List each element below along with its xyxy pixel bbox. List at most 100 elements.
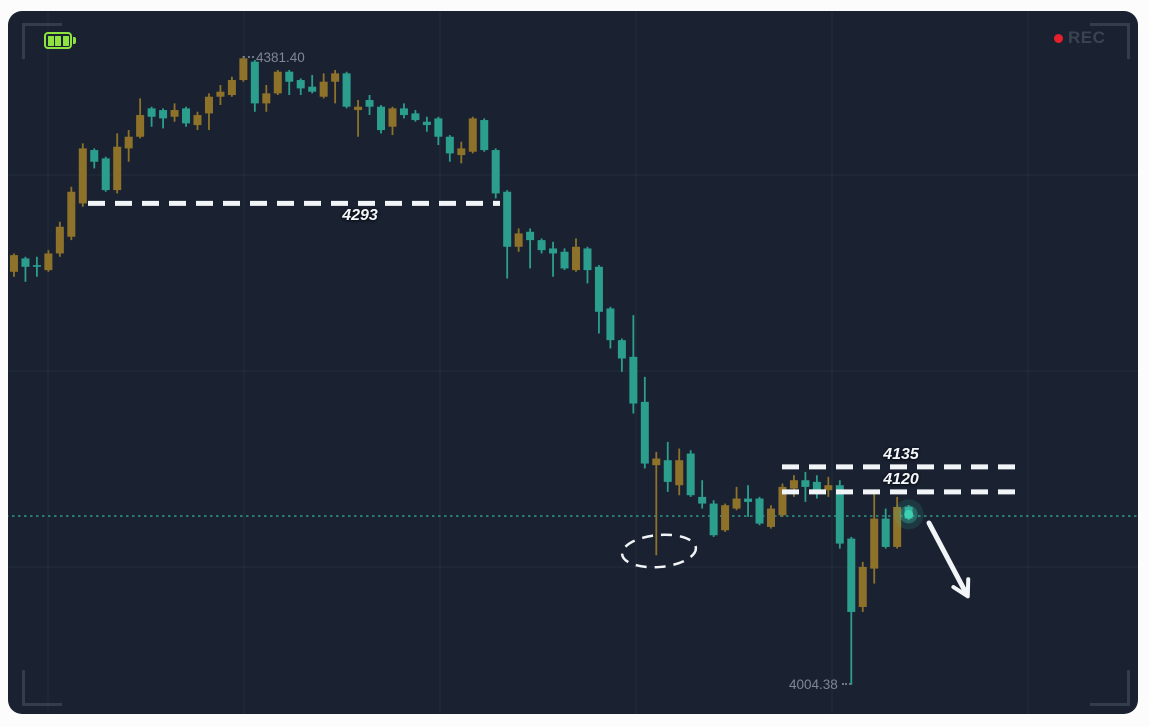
viewfinder-bracket-bottom-left xyxy=(22,670,62,706)
chart-scene: REC 4293 4135 4120 4381.40 4004.38 xyxy=(8,11,1138,714)
last-price-glow-dot xyxy=(893,499,924,530)
candle-body xyxy=(847,538,856,612)
candle-body xyxy=(572,246,580,271)
candle-body xyxy=(629,356,638,404)
down-arrow xyxy=(926,520,971,599)
level-lines-group xyxy=(88,200,1022,495)
candle-body xyxy=(159,110,168,119)
candle-body xyxy=(824,485,833,491)
highlight-ellipse xyxy=(620,533,698,569)
candle-body xyxy=(365,100,374,107)
rec-label: REC xyxy=(1068,28,1106,47)
candle-body xyxy=(90,150,99,162)
candle-body xyxy=(21,258,30,267)
candle-body xyxy=(44,253,53,271)
candle-body xyxy=(881,518,890,547)
candle-body xyxy=(296,80,305,89)
candle-body xyxy=(766,508,775,527)
candle-body xyxy=(388,108,397,127)
annotation-shapes xyxy=(620,520,971,599)
candle-body xyxy=(514,233,523,247)
candle-body xyxy=(331,73,340,82)
candle-body xyxy=(732,498,741,509)
candle-body xyxy=(182,108,191,124)
candle-body xyxy=(227,80,236,96)
candle-body xyxy=(744,498,753,502)
candle-body xyxy=(342,73,351,107)
candle-body xyxy=(147,108,156,117)
candle-body xyxy=(273,71,282,94)
candle-body xyxy=(434,118,443,137)
low-price-label: 4004.38 xyxy=(789,677,838,692)
candle-body xyxy=(308,86,317,92)
candle-body xyxy=(67,191,76,237)
candle-body xyxy=(239,58,248,81)
candle-body xyxy=(663,460,672,482)
candle-body xyxy=(583,248,592,271)
price-level-label: 4293 xyxy=(342,207,378,225)
candle-body xyxy=(113,146,122,191)
candle-body xyxy=(640,401,649,464)
candle-body xyxy=(377,106,386,131)
candle-body xyxy=(101,158,110,191)
candle-body xyxy=(399,108,408,116)
candle-body xyxy=(32,265,41,267)
battery-bar xyxy=(47,35,54,46)
battery-icon xyxy=(44,32,76,49)
candle-body xyxy=(422,121,431,126)
candle-body xyxy=(537,240,546,251)
high-price-label: 4381.40 xyxy=(256,50,305,65)
glow-dot xyxy=(904,509,914,519)
candle-body xyxy=(262,93,271,104)
battery-nub xyxy=(73,37,76,44)
candle-body xyxy=(594,266,603,312)
battery-bar xyxy=(62,35,69,46)
candle-body xyxy=(893,506,902,547)
candle-body xyxy=(354,106,363,111)
price-level-label: 4120 xyxy=(883,470,919,488)
candle-body xyxy=(136,115,145,137)
candle-body xyxy=(686,453,695,496)
battery-bar xyxy=(55,35,61,46)
candle-body xyxy=(216,91,225,97)
candle-body xyxy=(78,148,87,204)
candle-body xyxy=(698,496,707,504)
price-level-label: 4135 xyxy=(883,445,919,463)
candle-body xyxy=(250,61,259,104)
candle-body xyxy=(491,150,500,194)
candle-body xyxy=(835,485,844,544)
candle-body xyxy=(801,480,810,487)
candle-body xyxy=(606,308,615,341)
candle-body xyxy=(526,231,535,241)
chart-panel: REC 4293 4135 4120 4381.40 4004.38 xyxy=(8,11,1138,714)
candle-body xyxy=(170,110,179,117)
candle-body xyxy=(285,71,294,82)
candle-body xyxy=(204,96,213,114)
candle-body xyxy=(858,566,867,607)
candle-body xyxy=(457,148,466,156)
candle-body xyxy=(124,136,133,149)
viewfinder-bracket-top-right xyxy=(1090,23,1130,59)
candle-body xyxy=(789,480,798,489)
candle-body xyxy=(812,481,821,491)
candle-body xyxy=(721,505,730,531)
candle-body xyxy=(503,191,512,247)
candle-body xyxy=(870,518,879,569)
rec-dot-icon xyxy=(1054,33,1063,43)
candle-body xyxy=(55,226,64,254)
battery-body xyxy=(44,32,72,49)
candle-body xyxy=(560,251,569,269)
candle-body xyxy=(9,255,18,272)
leader-dots xyxy=(842,683,851,685)
candle-body xyxy=(480,120,489,151)
candle-body xyxy=(445,136,454,154)
candle-body xyxy=(549,248,558,254)
leader-dots xyxy=(243,56,254,58)
candle-body xyxy=(778,486,787,516)
viewfinder-bracket-bottom-right xyxy=(1090,670,1130,706)
candlestick-chart[interactable] xyxy=(8,11,1138,714)
candle-body xyxy=(193,115,202,126)
candle-body xyxy=(319,81,328,97)
candle-body xyxy=(709,503,718,536)
